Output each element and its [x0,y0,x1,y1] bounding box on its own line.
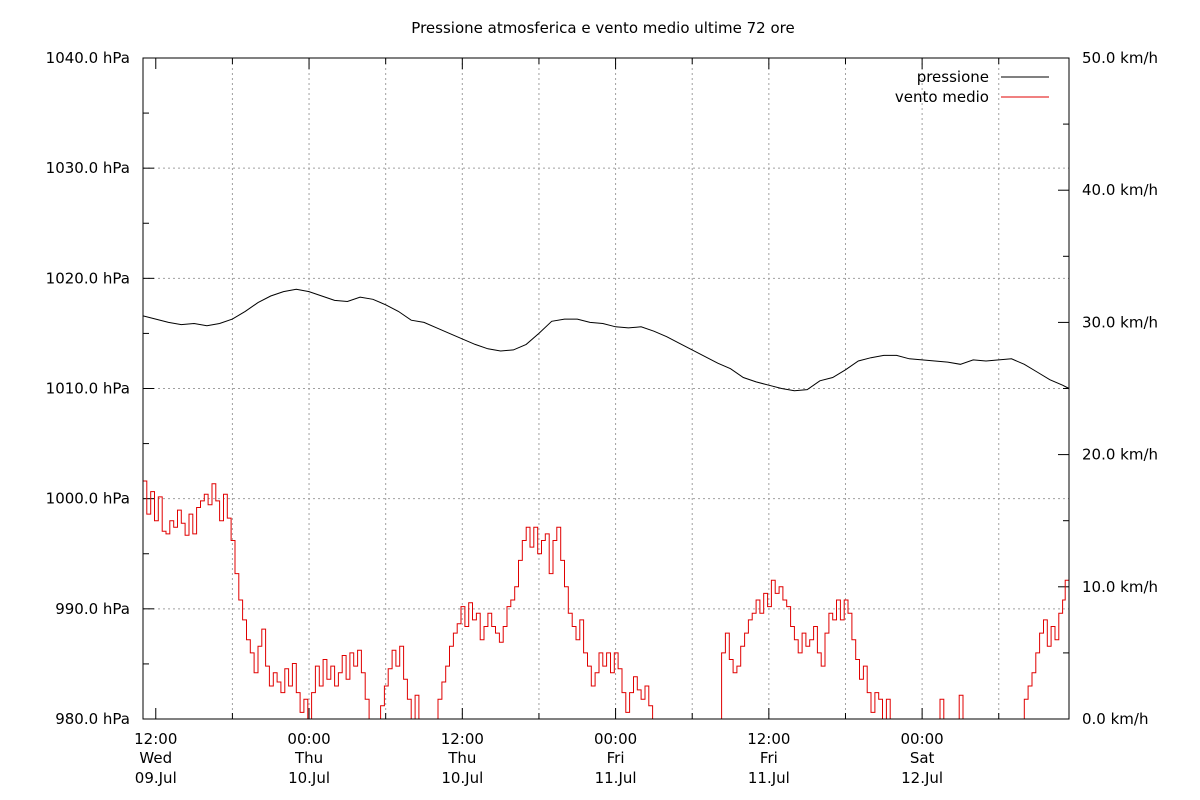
plot-frame [142,57,1070,720]
x-tick-date: 12.Jul [901,769,943,787]
right-tick-label: 50.0 km/h [1082,49,1158,67]
left-tick-label: 990.0 hPa [55,600,130,618]
x-tick-time: 12:00 [747,730,790,748]
x-tick-time: 00:00 [594,730,637,748]
x-tick-day: Wed [139,749,172,767]
x-tick-date: 10.Jul [441,769,483,787]
x-tick-date: 11.Jul [748,769,790,787]
x-tick-date: 09.Jul [135,769,177,787]
chart-title: Pressione atmosferica e vento medio ulti… [411,19,794,37]
grid [143,58,1069,719]
left-tick-label: 1020.0 hPa [46,269,130,287]
right-tick-label: 0.0 km/h [1082,710,1148,728]
x-tick-time: 00:00 [901,730,944,748]
axis-labels: 980.0 hPa 990.0 hPa 1000.0 hPa 1010.0 hPa 10… [46,49,1158,787]
legend-label: vento medio [895,88,989,106]
left-tick-label: 1000.0 hPa [46,490,130,508]
legend-label: pressione [917,68,989,86]
legend: pressione vento medio [895,68,1049,106]
left-tick-label: 980.0 hPa [55,710,130,728]
x-tick-day: Fri [760,749,778,767]
axis-ticks [143,57,1069,720]
x-tick-date: 11.Jul [595,769,637,787]
x-tick-day: Fri [607,749,625,767]
x-tick-day: Sat [910,749,935,767]
left-tick-label: 1030.0 hPa [46,159,130,177]
left-tick-label: 1040.0 hPa [46,49,130,67]
series-line-vento-medio [143,480,1069,719]
x-tick-time: 12:00 [441,730,484,748]
x-tick-time: 12:00 [134,730,177,748]
right-tick-label: 10.0 km/h [1082,578,1158,596]
left-tick-label: 1010.0 hPa [46,380,130,398]
x-tick-time: 00:00 [287,730,330,748]
x-tick-day: Thu [294,749,323,767]
right-tick-label: 40.0 km/h [1082,181,1158,199]
x-tick-day: Thu [447,749,476,767]
right-tick-label: 30.0 km/h [1082,313,1158,331]
right-tick-label: 20.0 km/h [1082,446,1158,464]
series-line-pressione [143,288,1069,392]
x-tick-date: 10.Jul [288,769,330,787]
series [143,288,1069,719]
